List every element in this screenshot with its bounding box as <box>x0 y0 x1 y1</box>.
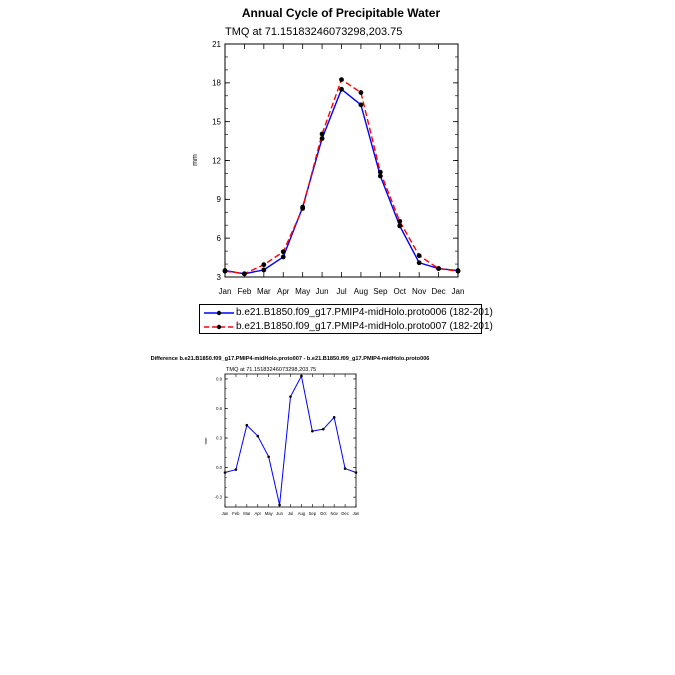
data-point <box>261 262 267 268</box>
x-tick-label: Apr <box>254 511 261 516</box>
x-tick-label: Jul <box>288 511 293 516</box>
axis-ticks: Jan Feb Mar Apr May Jun Jul Aug Sep Oct Nov Dec Jan 3… <box>212 40 464 296</box>
legend-swatch-dashed <box>204 324 234 330</box>
x-tick-label: Aug <box>298 511 306 516</box>
diff-series-layer <box>223 374 358 507</box>
data-point <box>339 77 344 82</box>
data-point <box>416 253 422 259</box>
x-tick-label: Dec <box>341 511 348 516</box>
y-tick-label: 0.0 <box>216 465 222 470</box>
data-point <box>223 471 227 474</box>
diff-y-axis-label: mm <box>203 437 208 444</box>
legend: b.e21.B1850.f09_g17.PMIP4-midHolo.proto0… <box>199 304 493 334</box>
x-tick-label: Aug <box>354 287 368 296</box>
data-point <box>339 86 344 92</box>
y-axis-label: mm <box>192 154 199 166</box>
chart-subtitle: TMQ at 71.15183246073298,203.75 <box>225 26 402 38</box>
data-point <box>358 90 364 95</box>
y-tick-label: 12 <box>212 156 221 165</box>
data-point <box>289 395 292 398</box>
x-tick-label: Oct <box>320 511 327 516</box>
legend-label: b.e21.B1850.f09_g17.PMIP4-midHolo.proto0… <box>236 321 493 332</box>
x-tick-label: Oct <box>394 287 407 296</box>
diff-plot-frame <box>224 373 357 508</box>
x-tick-label: May <box>295 287 310 296</box>
y-tick-label: 0.6 <box>216 406 222 411</box>
data-point <box>300 205 306 211</box>
y-tick-label: 21 <box>212 40 221 49</box>
x-tick-label: Jun <box>276 511 283 516</box>
data-point <box>397 223 403 229</box>
x-tick-label: May <box>265 511 274 516</box>
data-point <box>377 173 383 179</box>
legend-label: b.e21.B1850.f09_g17.PMIP4-midHolo.proto0… <box>236 307 493 318</box>
data-point <box>267 455 270 459</box>
series-line <box>224 375 357 506</box>
y-tick-label: 9 <box>217 195 222 204</box>
data-point <box>343 467 347 470</box>
data-point <box>455 268 461 274</box>
data-point <box>358 102 364 108</box>
data-point <box>354 471 358 474</box>
data-point <box>222 268 228 274</box>
data-point <box>377 169 383 175</box>
y-tick-label: 6 <box>217 234 222 243</box>
y-tick-label: -0.3 <box>215 495 223 500</box>
x-tick-label: Nov <box>330 511 338 516</box>
data-point <box>280 254 286 260</box>
data-point <box>300 374 303 378</box>
data-point <box>234 468 238 471</box>
data-point <box>280 249 286 255</box>
series-line <box>224 78 459 275</box>
x-tick-label: Jan <box>353 511 360 516</box>
data-point <box>242 271 247 277</box>
x-tick-label: Apr <box>277 287 290 296</box>
y-tick-label: 15 <box>212 117 221 126</box>
annual-cycle-chart: Annual Cycle of Precipitable Water TMQ a… <box>192 6 464 296</box>
series-layer <box>222 77 461 277</box>
data-point <box>256 434 260 438</box>
x-tick-label: Feb <box>232 511 240 516</box>
diff-chart-title: Difference b.e21.B1850.f09_g17.PMIP4-mid… <box>151 356 430 362</box>
data-point <box>321 427 325 431</box>
x-tick-label: Feb <box>238 287 252 296</box>
data-point <box>319 136 325 141</box>
data-point <box>436 266 441 271</box>
data-point <box>278 503 281 507</box>
x-tick-label: Jun <box>316 287 329 296</box>
y-tick-label: 0.9 <box>216 376 222 381</box>
x-tick-label: Jan <box>222 511 229 516</box>
diff-chart-subtitle: TMQ at 71.15183246073298,203.75 <box>226 367 316 373</box>
legend-entry-proto007: b.e21.B1850.f09_g17.PMIP4-midHolo.proto0… <box>200 320 493 334</box>
legend-entry-proto006: b.e21.B1850.f09_g17.PMIP4-midHolo.proto0… <box>200 306 493 320</box>
data-point <box>319 131 325 137</box>
x-tick-label: Sep <box>373 287 388 296</box>
data-point <box>332 416 336 419</box>
x-tick-label: Dec <box>431 287 445 296</box>
data-point <box>416 260 422 266</box>
data-point <box>245 423 249 427</box>
y-tick-label: 18 <box>212 79 221 88</box>
x-tick-label: Sep <box>309 511 317 516</box>
x-tick-label: Jan <box>219 287 232 296</box>
x-tick-label: Jan <box>452 287 465 296</box>
x-tick-label: Nov <box>412 287 426 296</box>
data-point <box>261 267 267 273</box>
data-point <box>397 218 403 224</box>
x-tick-label: Mar <box>257 287 271 296</box>
diff-axis-ticks: Jan Feb Mar Apr May Jun Jul Aug Sep Oct Nov Dec Jan-… <box>215 374 360 516</box>
chart-title: Annual Cycle of Precipitable Water <box>242 6 441 20</box>
data-point <box>311 429 314 433</box>
legend-swatch-solid <box>204 310 234 316</box>
y-tick-label: 3 <box>217 273 222 282</box>
y-tick-label: 0.3 <box>216 436 222 441</box>
x-tick-label: Mar <box>243 511 251 516</box>
series-line <box>224 88 459 275</box>
x-tick-label: Jul <box>336 287 346 296</box>
